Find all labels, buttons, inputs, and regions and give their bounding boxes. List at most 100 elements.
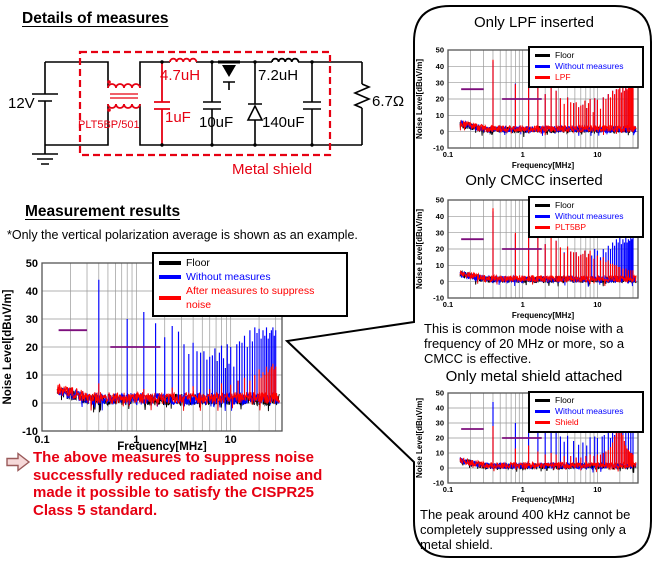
svg-text:Noise Level[dBuV/m]: Noise Level[dBuV/m] (415, 59, 424, 139)
circuit-nodes (160, 60, 314, 147)
legend-entry: Without measures (159, 270, 341, 284)
conclusion-line-1: The above measures to suppress noise (33, 449, 314, 466)
legend-entry: Without measures (535, 406, 637, 417)
svg-text:50: 50 (436, 46, 444, 55)
metal-shield-label: Metal shield (232, 161, 312, 178)
legend-label: Without measures (186, 271, 271, 283)
legend-entry: Without measures (535, 211, 637, 222)
legend-swatch (159, 261, 181, 265)
svg-text:20: 20 (26, 342, 38, 354)
legend-entry: Without measures (535, 61, 637, 72)
legend-entry: Floor (535, 395, 637, 406)
svg-text:10: 10 (225, 434, 237, 446)
svg-text:10: 10 (593, 150, 601, 159)
svg-text:0.1: 0.1 (443, 300, 453, 309)
svg-text:-10: -10 (433, 479, 444, 488)
conclusion-line-4: Class 5 standard. (33, 501, 158, 519)
svg-text:30: 30 (436, 228, 444, 237)
svg-text:Frequency[MHz]: Frequency[MHz] (512, 161, 575, 170)
inductor-out-label: 7.2uH (258, 67, 298, 84)
legend-swatch (535, 410, 550, 413)
svg-text:0.1: 0.1 (443, 150, 453, 159)
svg-text:0: 0 (440, 464, 444, 473)
conclusion-line-3: made it possible to satisfy the CISPR25 (33, 484, 314, 501)
svg-text:10: 10 (436, 449, 444, 458)
svg-text:1: 1 (521, 485, 525, 494)
svg-text:Noise Level[dBuV/m]: Noise Level[dBuV/m] (2, 289, 14, 404)
svg-text:1: 1 (133, 434, 139, 446)
svg-text:-10: -10 (433, 144, 444, 153)
svg-text:10: 10 (436, 261, 444, 270)
cap-mid-label: 10uF (199, 114, 233, 131)
svg-text:10: 10 (593, 485, 601, 494)
svg-text:50: 50 (436, 196, 444, 205)
results-title: Measurement results (25, 203, 181, 220)
legend-entry: Floor (159, 256, 341, 270)
legend-swatch (535, 215, 550, 218)
svg-text:Frequency[MHz]: Frequency[MHz] (512, 311, 575, 320)
conclusion-arrow-icon (6, 452, 31, 472)
cap-input-label: 1uF (165, 109, 191, 126)
legend-label: Without measures (555, 406, 624, 416)
legend-label: Without measures (555, 211, 624, 221)
legend-entry: After measures to suppress noise (159, 284, 341, 312)
legend-entry: Floor (535, 200, 637, 211)
svg-text:-10: -10 (433, 294, 444, 303)
inductor-input-label: 4.7uH (160, 67, 200, 84)
cap-out-label: 140uF (262, 114, 305, 131)
svg-text:20: 20 (436, 95, 444, 104)
transistor-symbol (218, 60, 240, 90)
source-voltage-label: 12V (8, 95, 35, 112)
section-title-lpf: Only LPF inserted (473, 14, 595, 31)
svg-text:Noise Level[dBuV/m]: Noise Level[dBuV/m] (415, 398, 424, 478)
details-title: Details of measures (22, 10, 169, 27)
cmcc-symbol (107, 83, 141, 109)
svg-text:10: 10 (26, 370, 38, 382)
conclusion-line-2: successfully reduced radiated noise and (33, 466, 323, 484)
legend-swatch (535, 65, 550, 68)
svg-text:50: 50 (26, 258, 38, 270)
svg-text:0: 0 (440, 127, 444, 136)
legend-entry: Floor (535, 50, 637, 61)
svg-text:Frequency[MHz]: Frequency[MHz] (117, 441, 207, 452)
svg-text:20: 20 (436, 245, 444, 254)
svg-text:0: 0 (440, 277, 444, 286)
shield-chart-legend: Floor Without measures Shield (528, 391, 644, 433)
section-title-shield: Only metal shield attached (445, 368, 623, 385)
legend-swatch (535, 204, 550, 207)
svg-text:0.1: 0.1 (34, 434, 49, 446)
cmcc-dot-top (107, 80, 111, 84)
legend-label: LPF (555, 72, 571, 82)
svg-text:1: 1 (521, 300, 525, 309)
svg-text:30: 30 (26, 314, 38, 326)
svg-text:40: 40 (436, 404, 444, 413)
results-note: *Only the vertical polarization average … (7, 228, 358, 242)
legend-swatch (535, 399, 550, 402)
input-filter-symbols (154, 57, 198, 145)
legend-swatch (159, 296, 181, 300)
circuit-wires (32, 57, 372, 165)
legend-swatch (535, 226, 550, 229)
shield-note: The peak around 400 kHz cannot be comple… (420, 507, 631, 552)
svg-text:40: 40 (436, 62, 444, 71)
legend-swatch (535, 76, 550, 79)
svg-text:0: 0 (32, 398, 38, 410)
cmcc-chart-legend: Floor Without measures PLT5BP (528, 196, 644, 238)
legend-swatch (159, 275, 181, 279)
svg-text:50: 50 (436, 389, 444, 398)
legend-label: Floor (555, 50, 575, 60)
svg-text:10: 10 (593, 300, 601, 309)
svg-text:30: 30 (436, 419, 444, 428)
svg-text:40: 40 (436, 212, 444, 221)
legend-label: Floor (555, 200, 575, 210)
svg-text:0.1: 0.1 (443, 485, 453, 494)
svg-text:Noise Level[dBuV/m]: Noise Level[dBuV/m] (415, 209, 424, 289)
svg-text:30: 30 (436, 78, 444, 87)
svg-text:1: 1 (521, 150, 525, 159)
legend-entry: Shield (535, 417, 637, 428)
cmcc-dot-bottom (107, 108, 111, 112)
circuit-diagram: 12V PLT5BP/501 1uF 4.7uH 10uF 140uF 7.2u… (8, 50, 404, 178)
legend-label: After measures to suppress noise (186, 285, 315, 311)
legend-label: PLT5BP (555, 222, 587, 232)
